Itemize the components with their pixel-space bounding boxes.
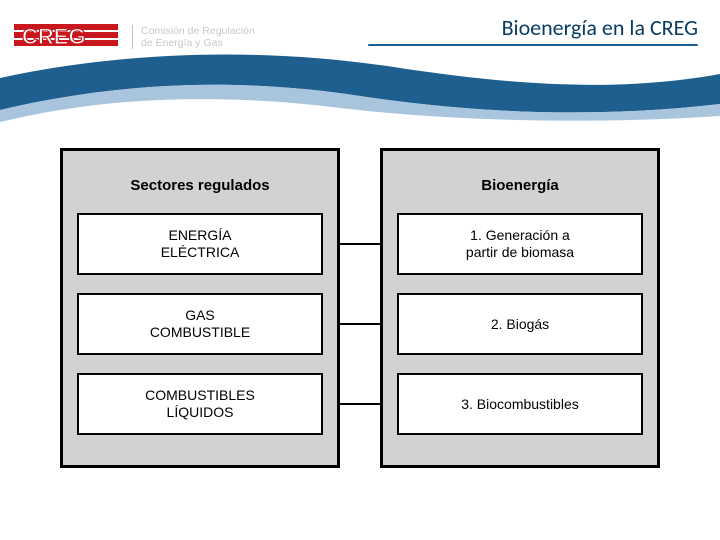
- panel-right-heading: Bioenergía: [397, 163, 643, 207]
- box-gas-combustible: GASCOMBUSTIBLE: [77, 293, 323, 355]
- box-combustibles-liquidos: COMBUSTIBLESLÍQUIDOS: [77, 373, 323, 435]
- panel-right-boxes: 1. Generación apartir de biomasa 2. Biog…: [397, 213, 643, 447]
- creg-logo-mark: CREG: [14, 20, 124, 54]
- page-title: Bioenergía en la CREG: [502, 14, 698, 41]
- panel-left-boxes: ENERGÍAELÉCTRICA GASCOMBUSTIBLE COMBUSTI…: [77, 213, 323, 447]
- title-underline: [368, 44, 698, 46]
- logo-tagline-line1: Comisión de Regulación: [141, 25, 255, 37]
- box-energia-electrica: ENERGÍAELÉCTRICA: [77, 213, 323, 275]
- box-biogas: 2. Biogás: [397, 293, 643, 355]
- header: CREG Comisión de Regulación de Energía y…: [0, 0, 720, 108]
- logo-text-brand: CREG: [22, 24, 86, 49]
- box-generacion-biomasa: 1. Generación apartir de biomasa: [397, 213, 643, 275]
- panel-right: Bioenergía 1. Generación apartir de biom…: [380, 148, 660, 468]
- header-wave: [0, 44, 720, 124]
- logo-tagline-line2: de Energía y Gas: [141, 37, 255, 49]
- panel-left-heading: Sectores regulados: [77, 163, 323, 207]
- logo: CREG Comisión de Regulación de Energía y…: [14, 20, 255, 54]
- box-biocombustibles: 3. Biocombustibles: [397, 373, 643, 435]
- panel-left: Sectores regulados ENERGÍAELÉCTRICA GASC…: [60, 148, 340, 468]
- diagram: Sectores regulados ENERGÍAELÉCTRICA GASC…: [60, 148, 660, 468]
- logo-tagline: Comisión de Regulación de Energía y Gas: [132, 25, 255, 49]
